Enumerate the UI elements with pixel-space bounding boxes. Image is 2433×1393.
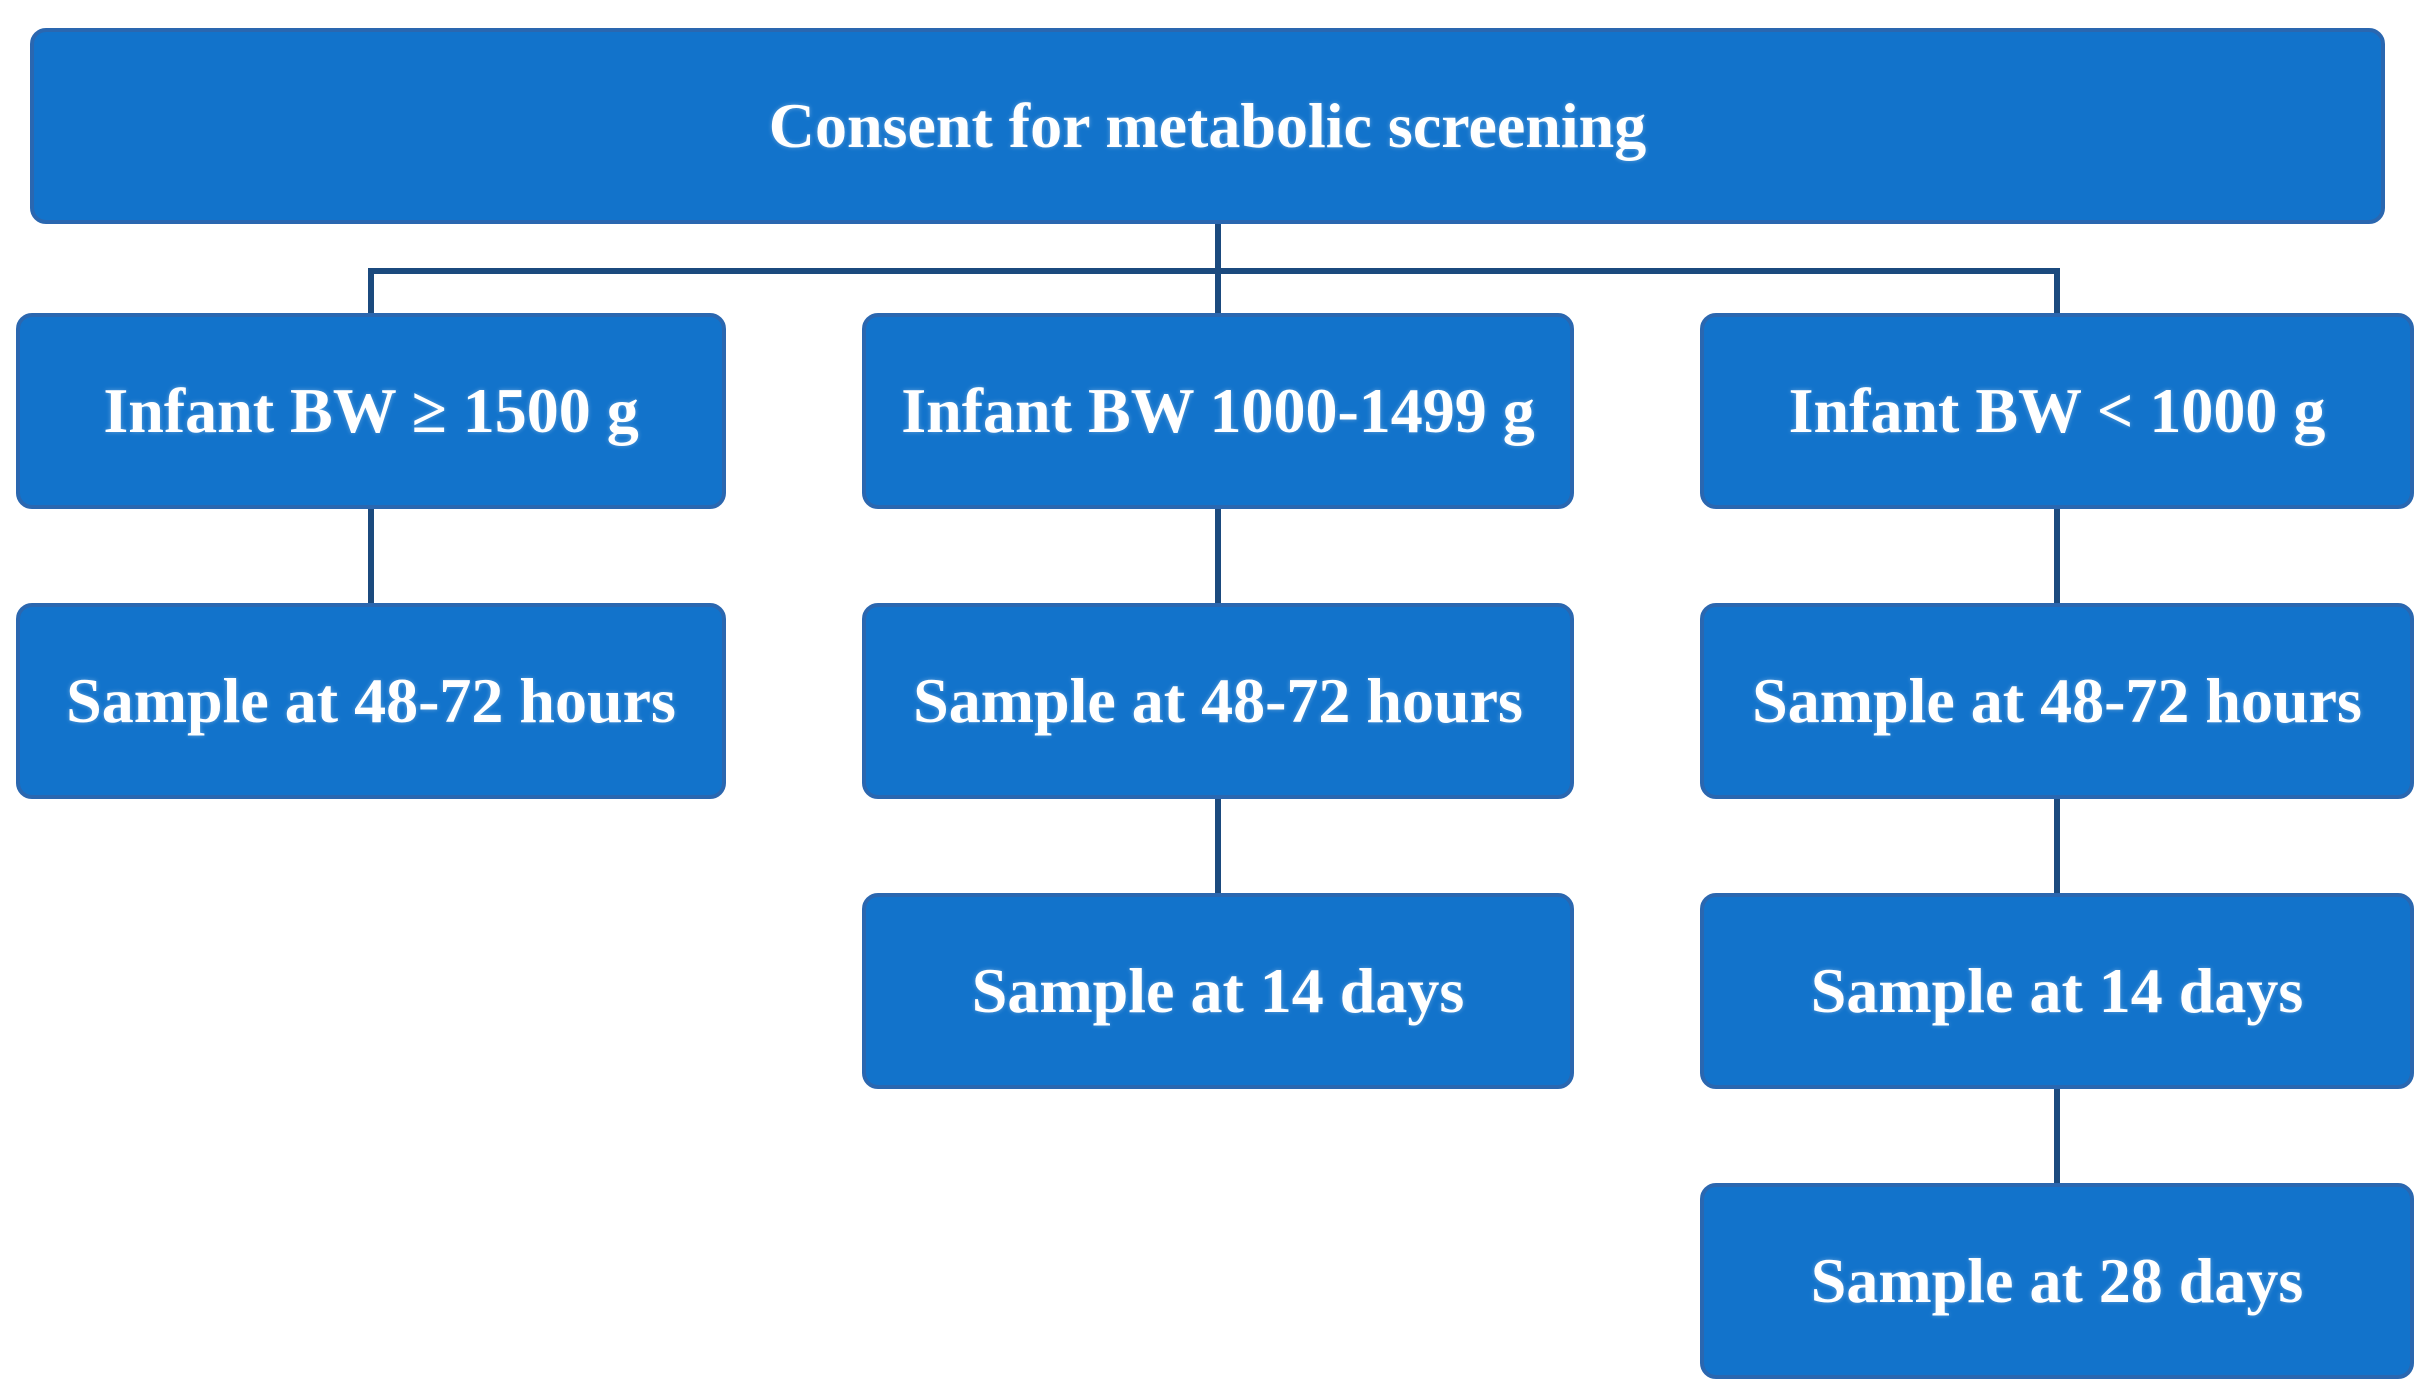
node-consent-metabolic-screening: Consent for metabolic screening xyxy=(30,28,2385,224)
connector-root-stem xyxy=(1215,224,1221,268)
connector-branch-crossbar xyxy=(368,268,2060,274)
node-right-sample-14-days: Sample at 14 days xyxy=(1700,893,2414,1089)
connector-drop-right-branch xyxy=(2054,268,2060,314)
connector-right-step2 xyxy=(2054,799,2060,893)
node-right-sample-28-days: Sample at 28 days xyxy=(1700,1183,2414,1379)
connector-drop-middle-branch xyxy=(1215,268,1221,314)
connector-left-step1 xyxy=(368,509,374,603)
connector-right-step3 xyxy=(2054,1089,2060,1183)
node-right-sample-48-72-hours: Sample at 48-72 hours xyxy=(1700,603,2414,799)
connector-right-step1 xyxy=(2054,509,2060,603)
node-middle-sample-48-72-hours: Sample at 48-72 hours xyxy=(862,603,1574,799)
node-left-sample-48-72-hours: Sample at 48-72 hours xyxy=(16,603,726,799)
connector-middle-step1 xyxy=(1215,509,1221,603)
node-infant-bw-1000-1499: Infant BW 1000-1499 g xyxy=(862,313,1574,509)
connector-middle-step2 xyxy=(1215,799,1221,893)
node-middle-sample-14-days: Sample at 14 days xyxy=(862,893,1574,1089)
connector-drop-left-branch xyxy=(368,268,374,314)
node-infant-bw-ge-1500: Infant BW ≥ 1500 g xyxy=(16,313,726,509)
node-infant-bw-lt-1000: Infant BW < 1000 g xyxy=(1700,313,2414,509)
